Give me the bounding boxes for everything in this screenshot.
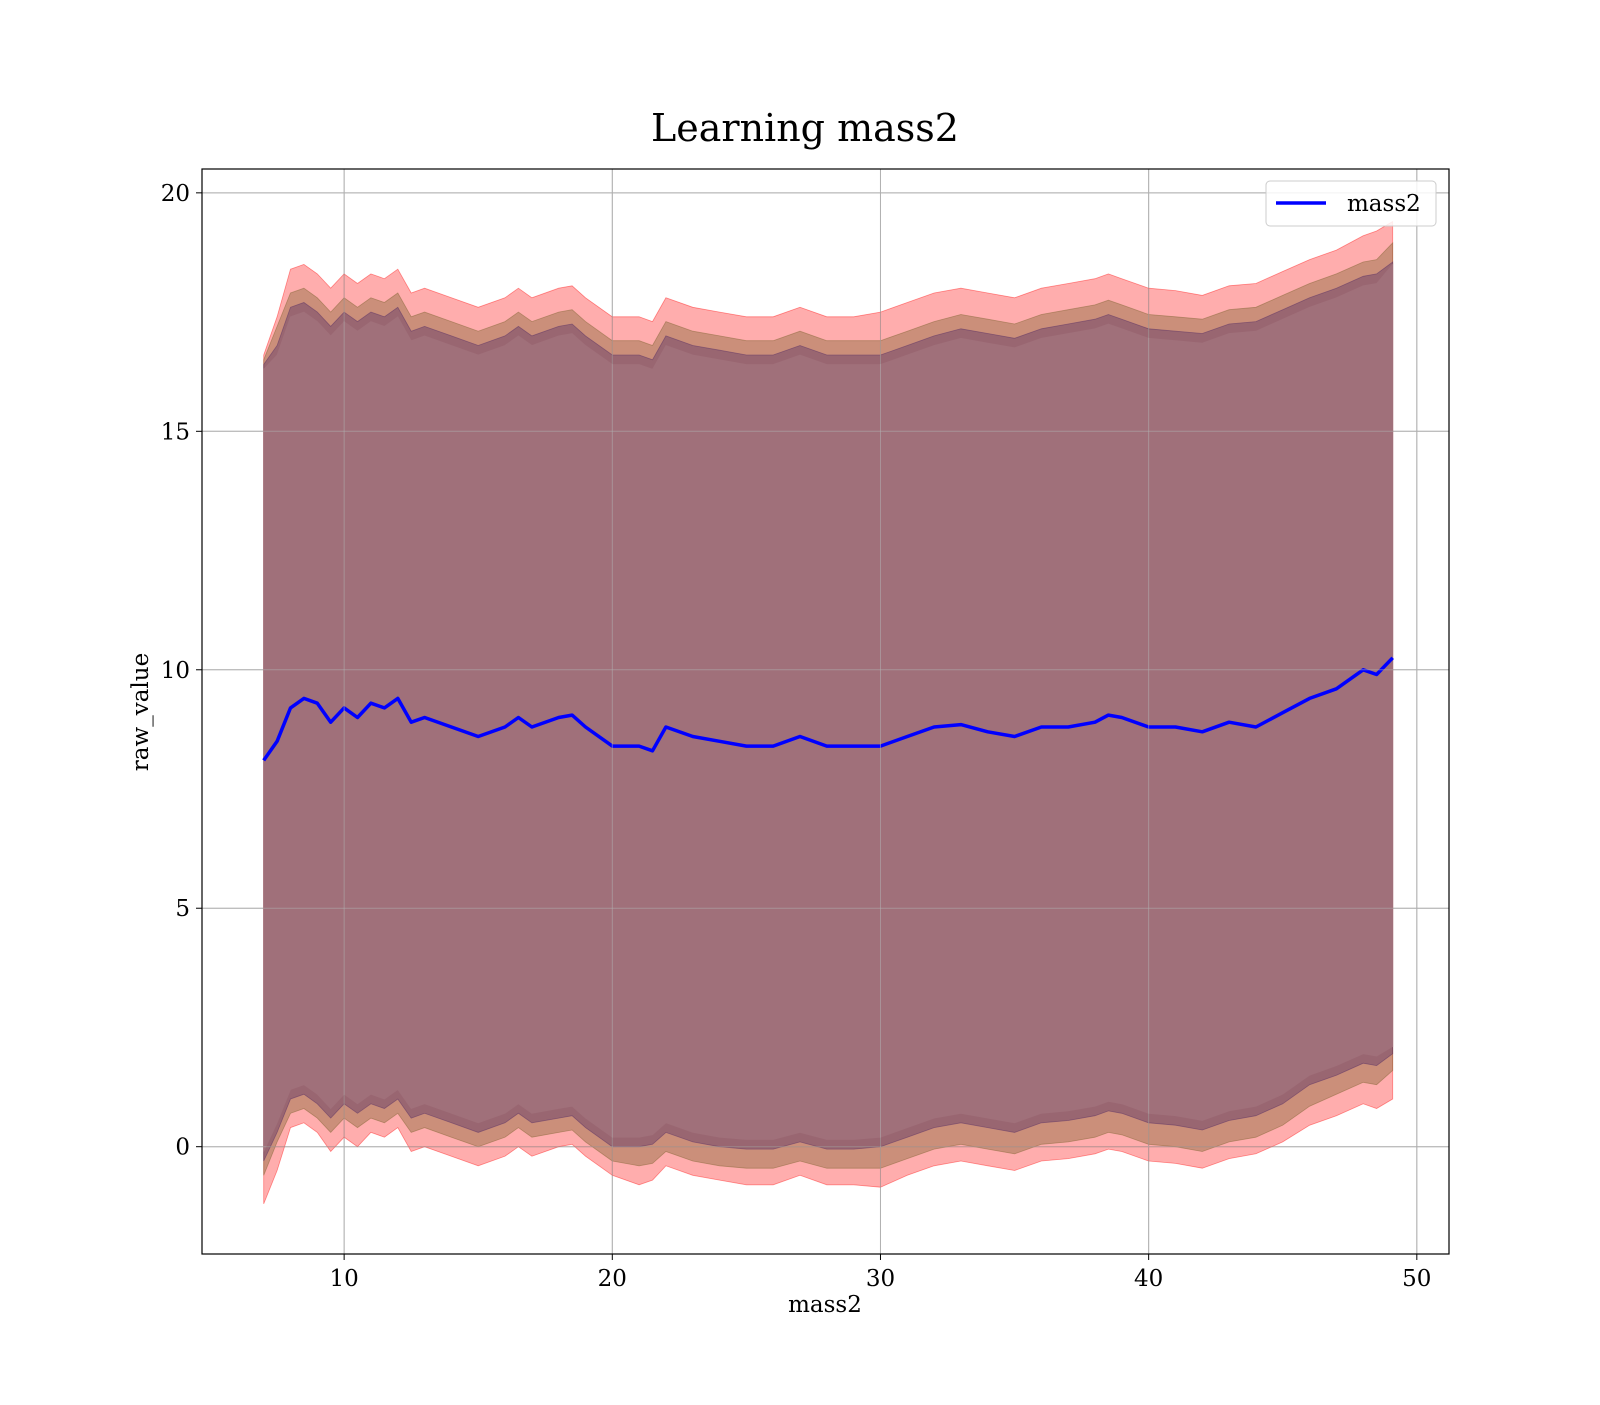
series-line-mass2	[262, 656, 1394, 762]
y-tick-label: 10	[161, 658, 190, 684]
y-tick-label: 20	[161, 181, 190, 207]
x-tick-layer: 10 20 30 40 50	[329, 1254, 1431, 1292]
x-tick-label: 10	[329, 1266, 358, 1292]
y-tick-label: 5	[175, 896, 190, 922]
legend-box	[1265, 180, 1437, 227]
y-tick-label: 0	[175, 1135, 190, 1161]
chart-title: Learning mass2	[651, 106, 959, 150]
plot-frame	[201, 168, 1450, 1255]
x-tick-label: 20	[598, 1266, 627, 1292]
y-axis-label: raw_value	[128, 653, 154, 771]
confidence-band-3	[263, 263, 1394, 1152]
y-tick-layer: 0 5 10 15 20	[161, 181, 202, 1161]
series-layer	[262, 656, 1394, 762]
legend: mass2	[1265, 180, 1437, 227]
legend-label-mass2: mass2	[1347, 191, 1421, 217]
x-tick-label: 40	[1134, 1266, 1163, 1292]
x-tick-label: 30	[866, 1266, 895, 1292]
y-tick-label: 15	[161, 419, 190, 445]
x-axis-label: mass2	[788, 1292, 862, 1318]
band-layer	[263, 220, 1394, 1205]
x-tick-label: 50	[1402, 1266, 1431, 1292]
grid-overlay-layer	[202, 169, 1449, 1254]
